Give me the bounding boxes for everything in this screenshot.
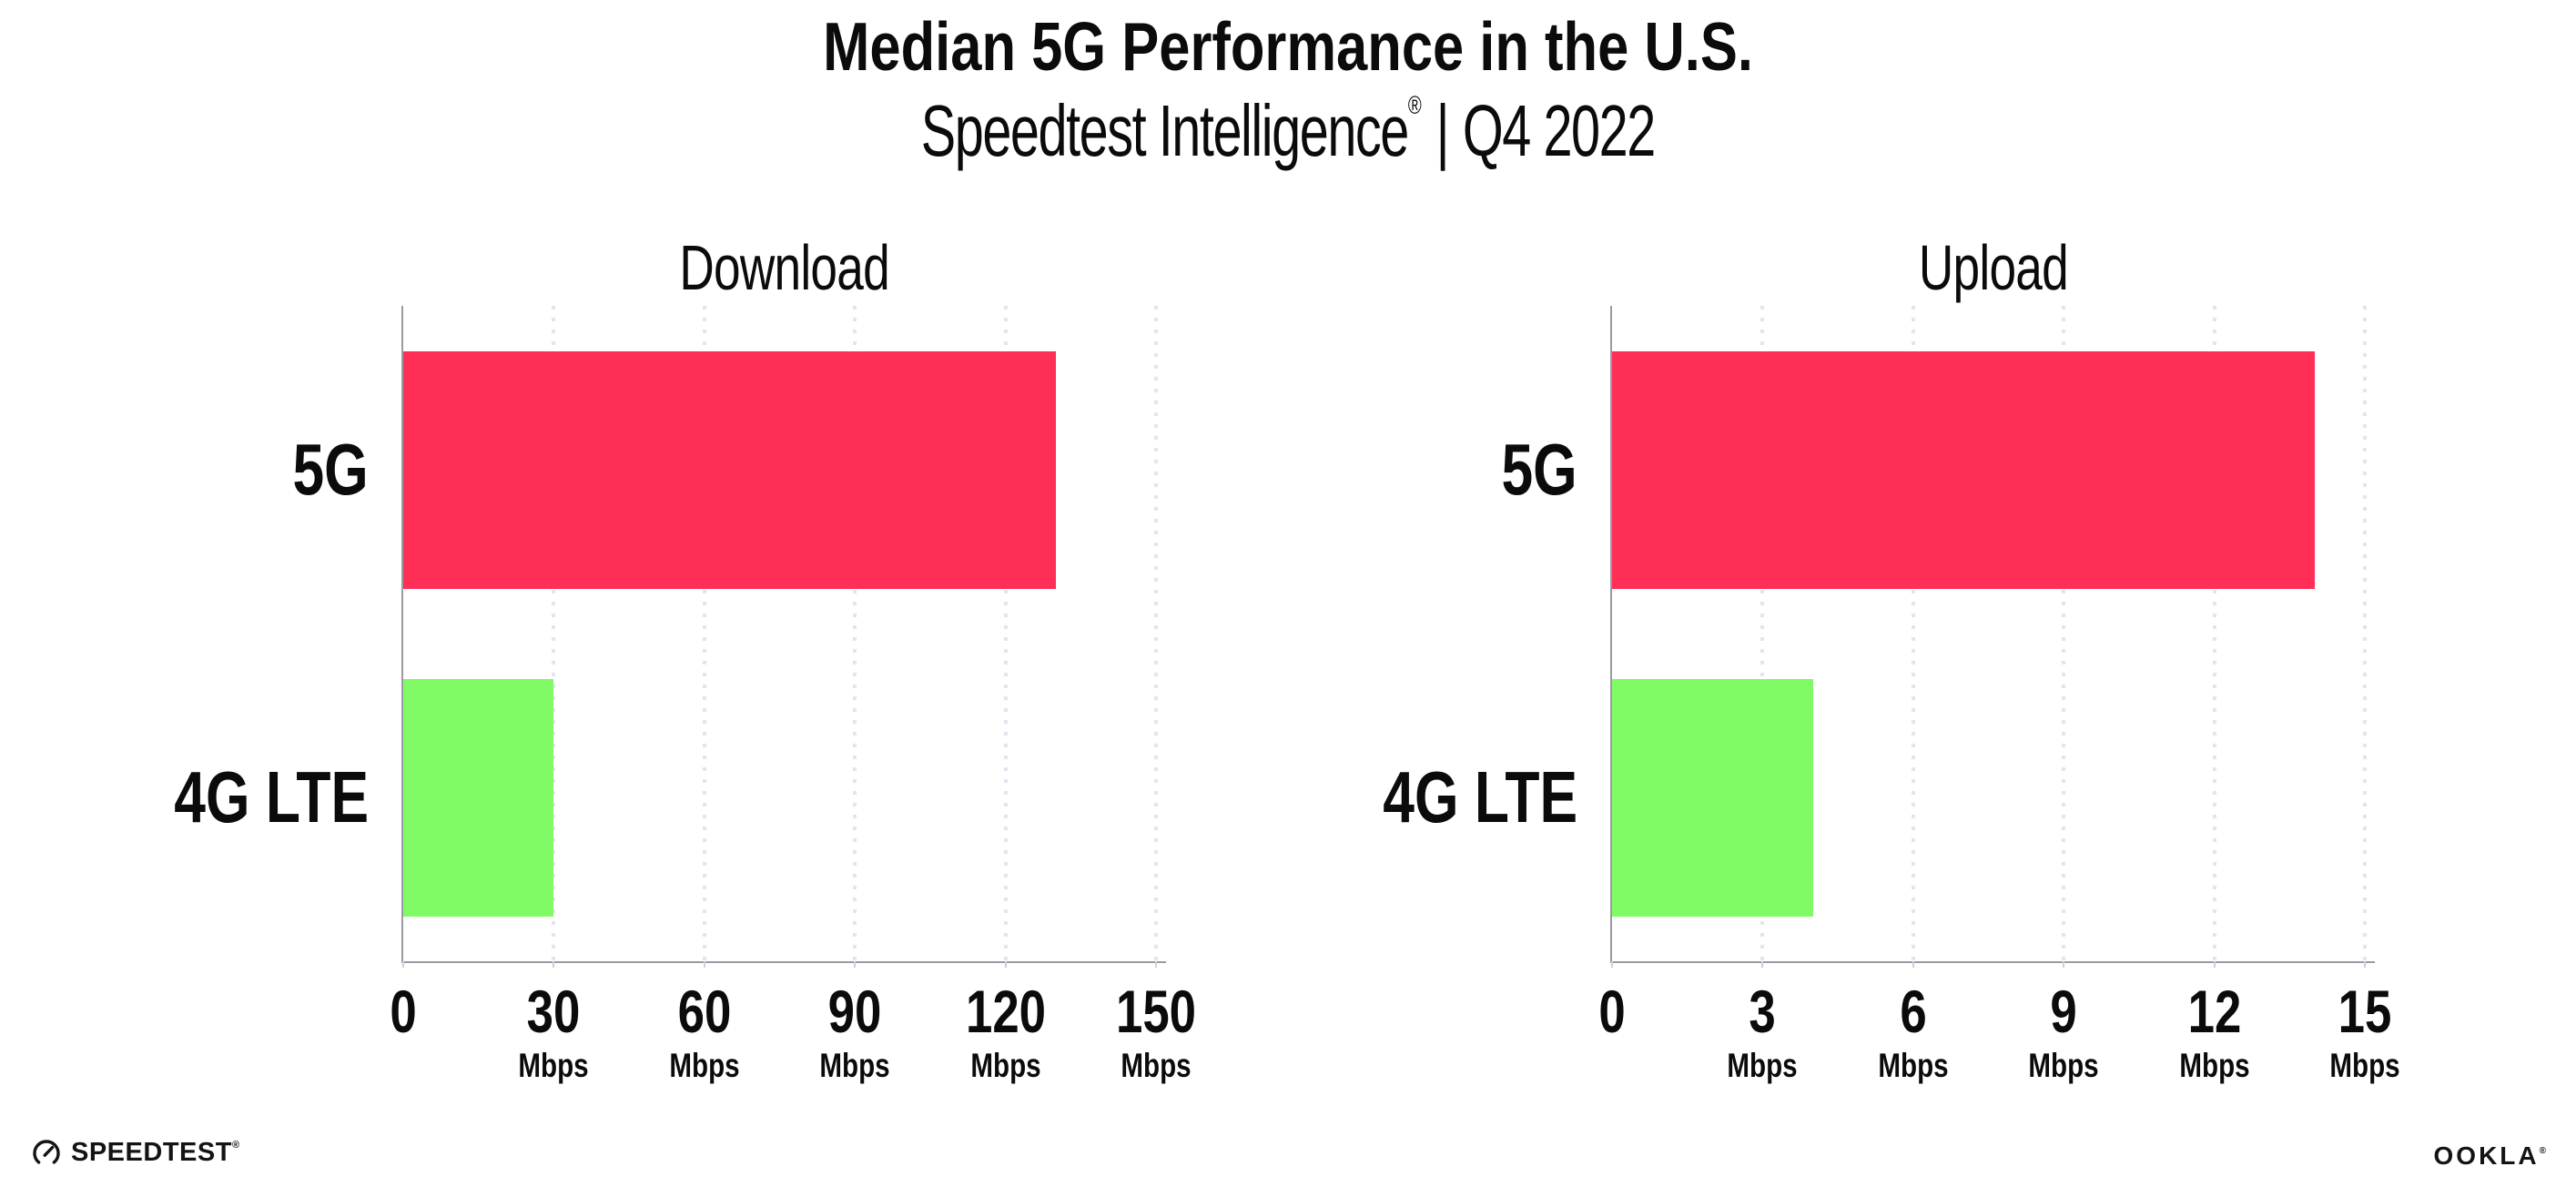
axis-tick-30 [553,961,555,968]
x-tick-label-150: 150 [1115,978,1197,1045]
upload-chart: Upload 5G 4G LTE 0 3 Mbps 6 Mbps 9 Mbps 12 Mbps 15 M… [1383,232,2399,1082]
speedtest-logo: SPEEDTEST® [30,1136,239,1169]
x-tick-unit-60: Mbps [669,1047,740,1084]
axis-tick-0 [402,961,404,968]
gridline-3-mbps [1760,306,1765,961]
axis-tick-150 [1154,961,1157,968]
upload-chart-title: Upload [1918,232,2069,303]
x-tick-label-15: 15 [2338,978,2392,1045]
x-tick-label-9: 9 [2050,978,2077,1045]
download-plot-area [403,306,1166,961]
x-tick-label-30: 30 [527,978,581,1045]
x-tick-label-12: 12 [2187,978,2241,1045]
category-label-5g: 5G [292,429,369,510]
axis-tick-0 [1611,961,1613,968]
category-label-4g-lte: 4G LTE [174,756,369,837]
x-tick-label-3: 3 [1749,978,1777,1045]
bar-4g-lte [1612,679,1813,917]
x-tick-unit-12: Mbps [2178,1047,2250,1084]
gridline-12-mbps [2212,306,2216,961]
x-tick-label-0: 0 [390,978,417,1045]
x-tick-unit-6: Mbps [1878,1047,1949,1084]
ookla-registered-mark: ® [2539,1146,2546,1156]
axis-tick-120 [1004,961,1007,968]
page-title-text: Median 5G Performance in the U.S. [823,8,1753,85]
axis-tick-6 [1912,961,1914,968]
registered-mark: ® [1408,91,1422,119]
bar-5g [403,351,1056,589]
category-label-4g-lte: 4G LTE [1383,756,1577,837]
x-tick-unit-30: Mbps [518,1047,590,1084]
speedtest-registered-mark: ® [231,1139,240,1151]
gridline-120-mbps [1003,306,1008,961]
axis-tick-3 [1761,961,1764,968]
gridline-15-mbps [2362,306,2367,961]
axis-tick-90 [854,961,857,968]
x-tick-label-90: 90 [827,978,882,1045]
x-tick-unit-120: Mbps [969,1047,1041,1084]
x-tick-unit-3: Mbps [1727,1047,1799,1084]
ookla-wordmark: OOKLA [2433,1141,2540,1170]
axis-tick-60 [703,961,705,968]
gridline-150-mbps [1153,306,1158,961]
gridline-9-mbps [2062,306,2066,961]
gridline-60-mbps [702,306,706,961]
x-tick-label-0: 0 [1598,978,1626,1045]
ookla-logo: OOKLA® [2434,1143,2546,1169]
subtitle-divider: | [1435,90,1450,171]
gridline-90-mbps [853,306,857,961]
page-subtitle: Speedtest Intelligence® | Q4 2022 [0,91,2576,171]
axis-tick-9 [2063,961,2065,968]
category-label-5g: 5G [1501,429,1577,510]
download-chart-title: Download [679,232,890,303]
subtitle-period: Q4 2022 [1463,90,1656,171]
page-title: Median 5G Performance in the U.S. [0,11,2576,83]
bar-4g-lte [403,679,554,917]
subtitle-brand: Speedtest Intelligence [920,90,1410,171]
speedtest-wordmark: SPEEDTEST® [71,1137,240,1167]
x-tick-unit-9: Mbps [2028,1047,2099,1084]
x-tick-label-6: 6 [1900,978,1927,1045]
x-tick-unit-150: Mbps [1121,1047,1192,1084]
download-chart: Download 5G 4G LTE 0 30 Mbps 60 Mbps 90 Mbps 120 M… [174,232,1196,1082]
x-tick-unit-90: Mbps [819,1047,890,1084]
bar-5g [1612,351,2315,589]
x-tick-unit-15: Mbps [2329,1047,2400,1084]
gridline-6-mbps [1911,306,1915,961]
upload-plot-area [1612,306,2375,961]
x-tick-label-120: 120 [965,978,1046,1045]
gridline-30-mbps [552,306,556,961]
speedtest-gauge-icon [30,1136,63,1169]
x-tick-label-60: 60 [677,978,732,1045]
axis-tick-12 [2213,961,2216,968]
axis-tick-15 [2363,961,2366,968]
